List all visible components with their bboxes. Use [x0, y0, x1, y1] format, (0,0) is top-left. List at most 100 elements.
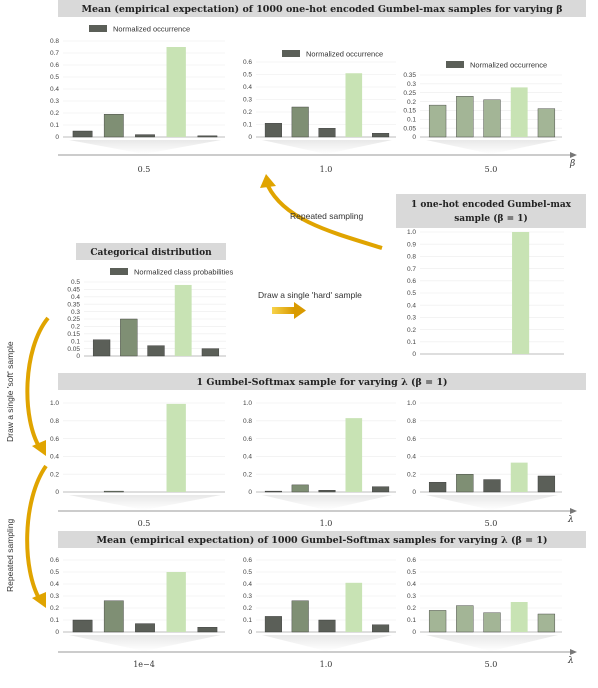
y-tick-label: 0.3 — [50, 98, 59, 105]
y-tick-label: 0.3 — [243, 593, 252, 600]
y-tick-label: 0.2 — [50, 471, 59, 478]
pointer-triangle — [426, 140, 558, 154]
y-tick-label: 0 — [248, 489, 252, 496]
y-tick-label: 0.4 — [50, 581, 59, 588]
bar-5 — [372, 624, 390, 633]
bar-2 — [456, 605, 474, 633]
bar-2 — [120, 318, 138, 357]
legend-label: Normalized occurrence — [306, 50, 383, 59]
bar-3 — [147, 345, 165, 357]
y-tick-label: 0 — [412, 351, 416, 358]
bar-5 — [372, 133, 390, 138]
y-tick-label: 0.5 — [71, 279, 80, 286]
legend-swatch — [446, 61, 464, 68]
legend-swatch — [89, 25, 107, 32]
bar-4 — [510, 87, 528, 137]
mean-soft-title: Mean (empirical expectation) of 1000 Gum… — [96, 535, 547, 546]
repeated-sampling-label: Repeated sampling — [290, 211, 364, 221]
soft-title: 1 Gumbel-Softmax sample for varying λ (β… — [196, 377, 447, 388]
y-tick-label: 0.1 — [50, 617, 59, 624]
y-tick-label: 0.2 — [407, 471, 416, 478]
bar-2 — [103, 113, 124, 138]
soft-header-bar — [58, 373, 586, 390]
parameter-label: 0.5 — [138, 165, 151, 174]
bar-3 — [318, 490, 336, 493]
bar-5 — [537, 613, 556, 633]
bar-3 — [318, 619, 336, 633]
bar-2 — [291, 484, 309, 493]
y-tick-label: 0.1 — [407, 339, 416, 346]
parameter-label: 5.0 — [485, 660, 498, 669]
bar-2 — [103, 600, 124, 633]
y-tick-label: 0.1 — [407, 617, 416, 624]
bar-4 — [510, 462, 528, 492]
y-tick-label: 0.4 — [50, 86, 59, 93]
bar-4 — [345, 582, 363, 632]
lambda-axis-soft-arrowhead — [570, 508, 577, 514]
single-title-line1: 1 one-hot encoded Gumbel-max — [411, 200, 572, 210]
pointer-triangle — [262, 495, 392, 510]
y-tick-label: 0.2 — [407, 99, 416, 106]
y-tick-label: 0.6 — [243, 436, 252, 443]
mean-soft-header-bar — [58, 531, 586, 548]
pointer-triangle — [69, 140, 221, 154]
y-tick-label: 0.4 — [71, 294, 80, 301]
parameter-label: 1e−4 — [133, 660, 155, 669]
bar-4 — [512, 232, 530, 354]
y-tick-label: 0.7 — [407, 266, 416, 273]
categorical-header-bar — [76, 243, 226, 260]
y-tick-label: 0.45 — [67, 287, 80, 294]
y-tick-label: 0.8 — [50, 38, 59, 45]
parameter-label: 1.0 — [320, 165, 333, 174]
y-tick-label: 0 — [412, 489, 416, 496]
y-tick-label: 0.4 — [243, 454, 252, 461]
bar-1 — [428, 610, 447, 633]
single-title-line2: sample (β = 1) — [454, 213, 528, 224]
pointer-triangle — [426, 635, 558, 651]
y-tick-label: 0.35 — [67, 301, 80, 308]
y-tick-label: 1.0 — [50, 400, 59, 407]
y-tick-label: 0.4 — [407, 302, 416, 309]
y-tick-label: 0.25 — [403, 90, 416, 97]
bar-3 — [483, 99, 501, 138]
draw-hard-label: Draw a single 'hard' sample — [258, 290, 362, 300]
bar-5 — [197, 135, 218, 138]
bar-4 — [166, 572, 186, 632]
y-tick-label: 0.9 — [407, 241, 416, 248]
y-tick-label: 0.6 — [50, 62, 59, 69]
y-tick-label: 0.35 — [403, 72, 416, 79]
bar-4 — [174, 284, 192, 356]
beta-axis-arrowhead — [570, 152, 577, 158]
parameter-label: 0.5 — [138, 519, 151, 528]
y-tick-label: 0 — [412, 629, 416, 636]
bar-3 — [135, 134, 155, 138]
y-tick-label: 0 — [55, 629, 59, 636]
y-tick-label: 0 — [248, 629, 252, 636]
y-tick-label: 0.05 — [403, 125, 416, 132]
bar-3 — [135, 623, 155, 633]
bar-4 — [510, 602, 528, 632]
bar-5 — [372, 486, 390, 493]
bar-1 — [72, 619, 93, 633]
single-header-bar — [396, 194, 586, 228]
bar-1 — [264, 123, 282, 138]
legend-swatch — [110, 268, 128, 275]
y-tick-label: 0.2 — [407, 327, 416, 334]
y-tick-label: 0.3 — [407, 315, 416, 322]
y-tick-label: 0.2 — [243, 471, 252, 478]
y-tick-label: 0.6 — [407, 278, 416, 285]
y-tick-label: 0.2 — [407, 605, 416, 612]
bar-1 — [264, 616, 282, 633]
y-tick-label: 0.8 — [407, 254, 416, 261]
draw-hard-arrowhead — [294, 302, 306, 319]
y-tick-label: 0.1 — [407, 116, 416, 123]
repeated-sampling-arrowhead — [260, 174, 276, 188]
parameter-label: 5.0 — [485, 165, 498, 174]
y-tick-label: 0.5 — [407, 290, 416, 297]
legend-label: Normalized occurrence — [470, 61, 547, 70]
top-header-bar — [58, 0, 586, 17]
categorical-title: Categorical distribution — [90, 248, 212, 258]
draw-soft-label: Draw a single 'soft' sample — [5, 341, 15, 442]
y-tick-label: 0.1 — [243, 617, 252, 624]
top-title: Mean (empirical expectation) of 1000 one… — [81, 4, 562, 15]
